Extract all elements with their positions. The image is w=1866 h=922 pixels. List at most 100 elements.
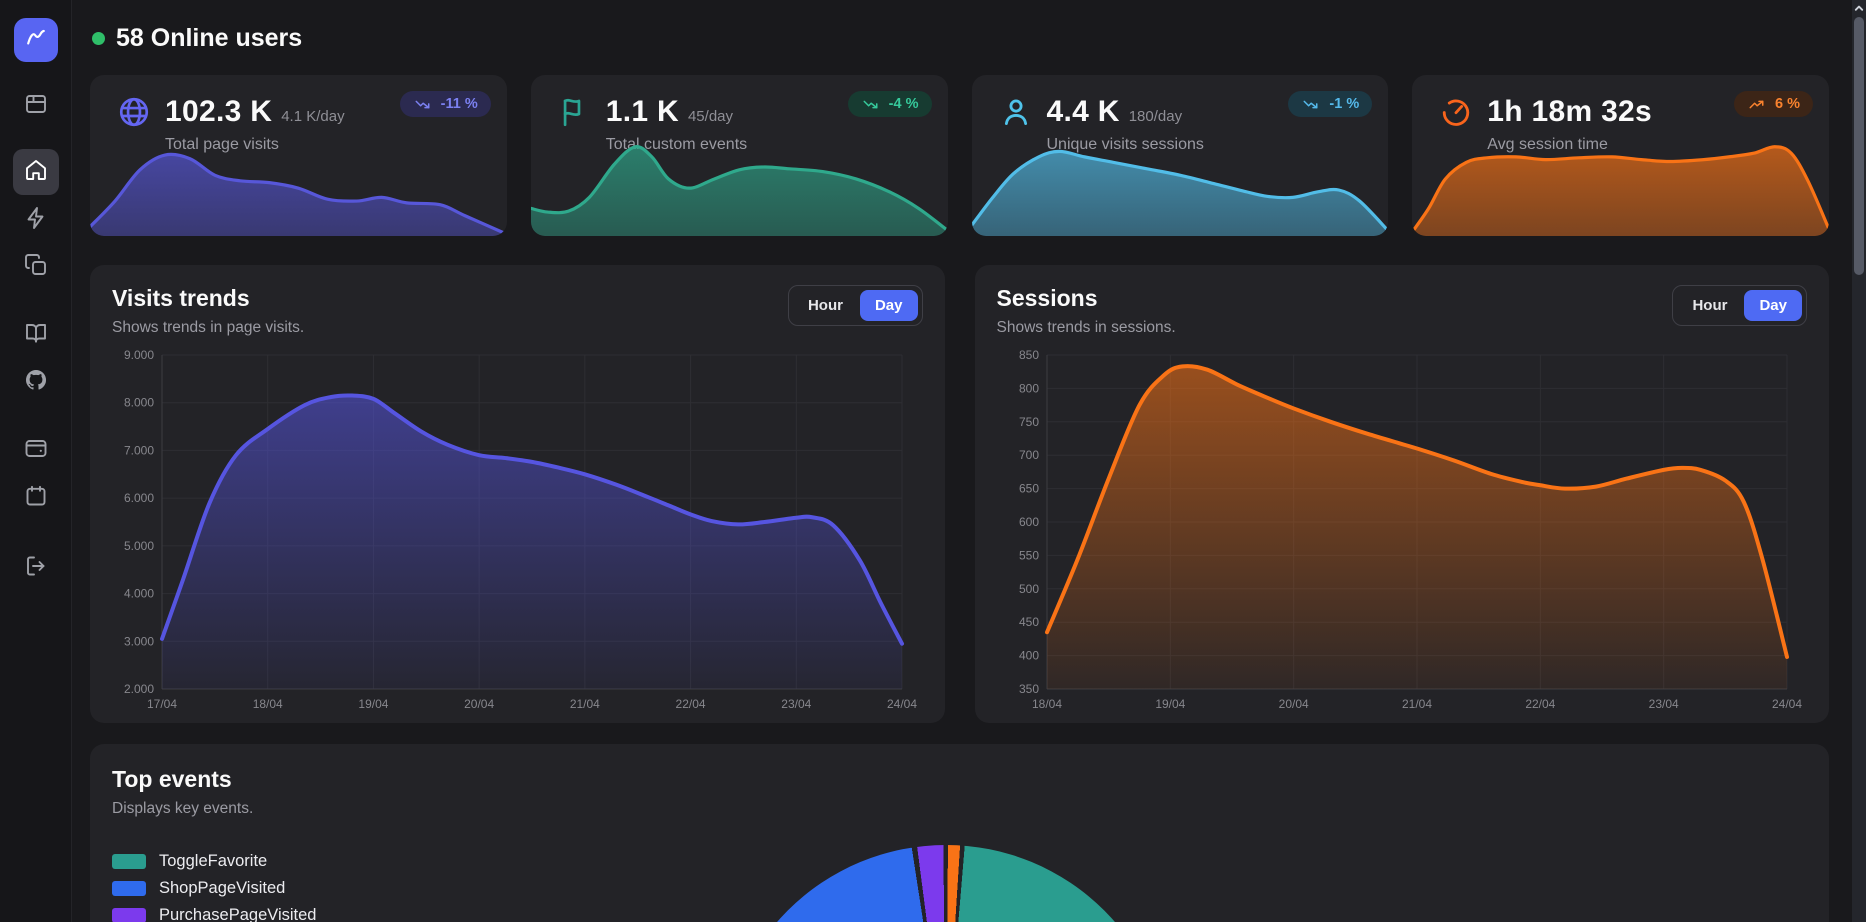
toggle-option-day[interactable]: Day	[1744, 290, 1802, 321]
svg-text:23/04: 23/04	[1648, 697, 1678, 711]
trend-down-icon	[415, 100, 430, 108]
svg-text:21/04: 21/04	[570, 697, 600, 711]
sparkline-chart	[90, 144, 507, 236]
svg-text:750: 750	[1018, 415, 1038, 429]
sidebar	[0, 0, 72, 922]
legend-swatch	[112, 881, 146, 896]
trend-badge-value: -11 %	[440, 96, 478, 112]
stat-rate: 45/day	[687, 108, 734, 125]
toggle-option-hour[interactable]: Hour	[807, 297, 843, 314]
globe-icon	[119, 97, 149, 127]
svg-text:550: 550	[1018, 548, 1038, 562]
online-status-dot	[92, 32, 105, 45]
flag-icon	[563, 98, 581, 127]
sidebar-item-dashboard[interactable]	[13, 83, 59, 129]
panel-subtitle: Shows trends in sessions.	[996, 319, 1176, 336]
stat-card-session-time[interactable]: 1h 18m 32s Avg session time 6 %	[1412, 75, 1829, 236]
timer-icon	[1443, 99, 1470, 126]
svg-text:450: 450	[1018, 615, 1038, 629]
scrollbar-up-arrow[interactable]	[1852, 1, 1866, 14]
pie-legend: ToggleFavorite ShopPageVisited PurchaseP…	[112, 852, 1807, 922]
visits-interval-toggle: Hour Day	[787, 285, 923, 326]
sessions-interval-toggle: Hour Day	[1672, 285, 1807, 326]
svg-text:20/04: 20/04	[464, 697, 494, 711]
sidebar-item-events[interactable]	[13, 197, 59, 243]
svg-text:18/04: 18/04	[253, 697, 283, 711]
sidebar-item-home[interactable]	[12, 149, 59, 195]
svg-text:19/04: 19/04	[1155, 697, 1185, 711]
stat-cards-row: 102.3 K 4.1 K/day Total page visits -11 %…	[90, 75, 1829, 236]
vertical-scrollbar[interactable]	[1852, 0, 1866, 922]
layout-panel-icon	[24, 92, 48, 121]
stat-card-unique-sessions[interactable]: 4.4 K 180/day Unique visits sessions -1 %	[971, 75, 1389, 236]
charts-row: Visits trends Shows trends in page visit…	[90, 265, 1829, 723]
trend-down-icon	[863, 100, 878, 108]
legend-label: PurchasePageVisited	[159, 906, 317, 922]
legend-item[interactable]: PurchasePageVisited	[112, 906, 1807, 922]
legend-swatch	[112, 908, 146, 922]
sidebar-item-calendar[interactable]	[13, 475, 59, 521]
sidebar-item-logout[interactable]	[13, 545, 59, 591]
wave-logo-icon	[23, 25, 49, 56]
main-content: 58 Online users 102.3 K 4.1 K/day Total p…	[72, 0, 1866, 922]
stat-label: Unique visits sessions	[1046, 136, 1204, 153]
trend-badge-value: 6 %	[1775, 96, 1800, 112]
sparkline-chart	[530, 144, 948, 236]
svg-text:400: 400	[1018, 649, 1038, 663]
sparkline-chart	[1412, 144, 1829, 236]
toggle-option-day[interactable]: Day	[859, 290, 918, 321]
trend-down-icon	[1303, 100, 1318, 108]
svg-text:800: 800	[1018, 381, 1038, 395]
svg-text:600: 600	[1018, 515, 1038, 529]
zap-icon	[24, 206, 48, 235]
legend-item[interactable]: ToggleFavorite	[112, 852, 1807, 871]
trend-badge: -4 %	[847, 91, 932, 117]
svg-text:2.000: 2.000	[124, 682, 154, 696]
svg-text:5.000: 5.000	[124, 539, 154, 553]
svg-text:21/04: 21/04	[1401, 697, 1431, 711]
calendar-icon	[24, 484, 48, 513]
app-logo[interactable]	[13, 18, 58, 62]
sessions-panel: Sessions Shows trends in sessions. Hour …	[974, 265, 1829, 723]
svg-text:700: 700	[1018, 448, 1038, 462]
legend-item[interactable]: ShopPageVisited	[112, 879, 1807, 898]
sidebar-item-docs[interactable]	[13, 312, 59, 358]
svg-text:19/04: 19/04	[358, 697, 388, 711]
toggle-option-hour[interactable]: Hour	[1692, 297, 1728, 314]
svg-text:20/04: 20/04	[1278, 697, 1308, 711]
online-users-label: 58 Online users	[116, 24, 303, 52]
stat-rate: 4.1 K/day	[281, 108, 345, 125]
stat-label: Avg session time	[1487, 136, 1608, 153]
svg-text:4.000: 4.000	[124, 587, 154, 601]
stat-value: 102.3 K	[165, 95, 273, 128]
online-users-header: 58 Online users	[92, 24, 1829, 53]
svg-text:22/04: 22/04	[676, 697, 706, 711]
svg-text:24/04: 24/04	[887, 697, 917, 711]
trend-badge-value: -1 %	[1329, 96, 1360, 112]
visits-trends-panel: Visits trends Shows trends in page visit…	[90, 265, 945, 723]
visits-area-chart: 17/04 18/04 19/04 20/04 21/04 22/04 23/04 24/04…	[124, 348, 917, 711]
panel-subtitle: Displays key events.	[112, 800, 254, 817]
sidebar-item-billing[interactable]	[13, 427, 59, 473]
home-icon	[24, 158, 48, 187]
svg-text:24/04: 24/04	[1771, 697, 1801, 711]
sidebar-item-github[interactable]	[13, 359, 59, 405]
svg-text:9.000: 9.000	[124, 348, 154, 362]
trend-badge: 6 %	[1734, 91, 1813, 117]
stat-rate: 180/day	[1128, 108, 1183, 125]
legend-label: ShopPageVisited	[159, 879, 286, 897]
svg-text:850: 850	[1018, 348, 1038, 362]
copy-stack-icon	[24, 253, 48, 282]
trend-up-icon	[1749, 100, 1764, 108]
stat-card-page-visits[interactable]: 102.3 K 4.1 K/day Total page visits -11 %	[90, 75, 507, 236]
svg-text:3.000: 3.000	[124, 634, 154, 648]
github-icon	[24, 368, 48, 397]
sidebar-item-pages[interactable]	[13, 244, 59, 290]
svg-text:8.000: 8.000	[124, 396, 154, 410]
stat-card-custom-events[interactable]: 1.1 K 45/day Total custom events -4 %	[530, 75, 948, 236]
panel-subtitle: Shows trends in page visits.	[112, 319, 305, 336]
svg-text:350: 350	[1018, 682, 1038, 696]
trend-badge-value: -4 %	[888, 96, 919, 112]
scrollbar-thumb[interactable]	[1854, 17, 1864, 275]
svg-text:23/04: 23/04	[781, 697, 811, 711]
